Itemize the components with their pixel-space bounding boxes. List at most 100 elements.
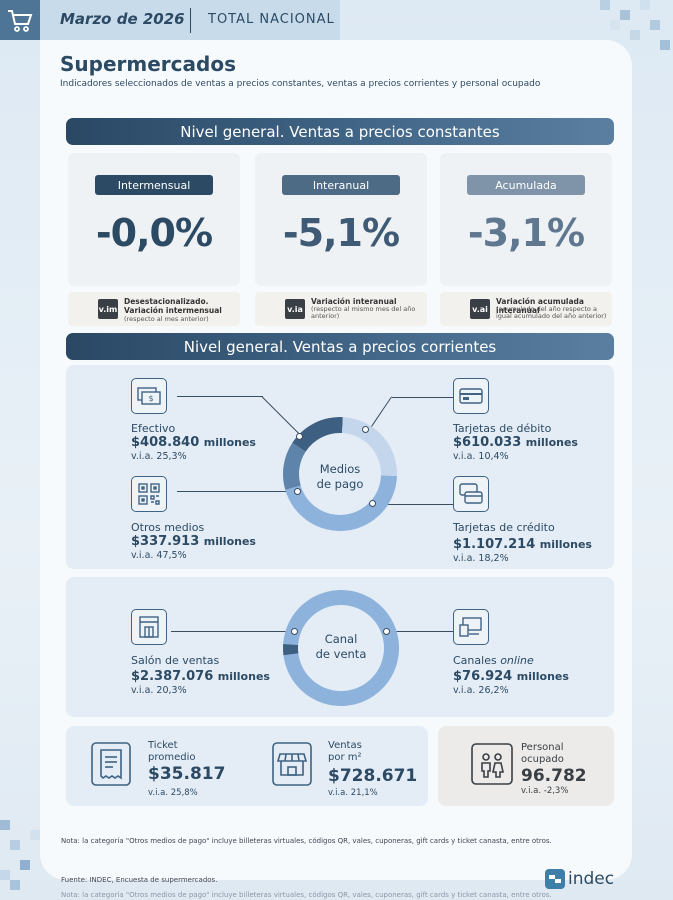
indec-logo-mark-icon: [545, 869, 565, 889]
kpi-description-acumulada: v.ai Variación acumulada interanual (acumu…: [440, 292, 612, 326]
ticket-and-sales-panel: [66, 726, 428, 806]
source-note: Fuente: INDEC, Encuesta de supermercados…: [61, 876, 218, 884]
credit-variation: v.i.a. 18,2%: [453, 553, 509, 564]
shopping-cart-icon: [0, 0, 40, 40]
connector-dot: [296, 433, 303, 440]
donut-center-line2: de pago: [316, 477, 364, 491]
kpi-badge: v.im: [98, 299, 118, 319]
kpi-description-interanual: v.ia Variación interanual (respecto al mis…: [255, 292, 427, 326]
kpi-card-intermensual: Intermensual -0,0%: [68, 153, 240, 286]
kpi-label: Acumulada: [467, 175, 585, 195]
footnote-echo: Nota: la categoría "Otros medios de pago…: [61, 891, 552, 899]
kpi-card-interanual: Interanual -5,1%: [255, 153, 427, 286]
other-methods-label: Otros medios: [131, 521, 205, 534]
kpi-value: -0,0%: [95, 211, 213, 255]
storefront-icon: [270, 742, 314, 786]
debit-variation: v.i.a. 10,4%: [453, 451, 509, 462]
connector-line: [177, 396, 263, 397]
kpi-badge: v.ai: [470, 299, 490, 319]
pixel-decoration-top-right: [560, 0, 673, 70]
kpi-description-subtitle: (respecto al mes anterior): [124, 315, 209, 323]
computer-screen-icon: [453, 609, 489, 645]
donut-slice: [283, 643, 299, 656]
donut-slice: [283, 442, 306, 490]
connector-dot: [294, 488, 301, 495]
other-methods-amount: $337.913 millones: [131, 534, 256, 549]
online-label: Canales online: [453, 654, 534, 667]
connector-line: [177, 491, 299, 492]
online-variation: v.i.a. 26,2%: [453, 685, 509, 696]
ticket-value: $35.817: [148, 764, 226, 784]
qr-code-icon: [131, 476, 167, 512]
donut-center-line1: Canal: [324, 632, 358, 646]
page-subtitle: Indicadores seleccionados de ventas a pr…: [60, 79, 541, 89]
cash-amount: $408.840 millones: [131, 435, 256, 450]
cash-variation: v.i.a. 25,3%: [131, 451, 187, 462]
connector-dot: [362, 426, 369, 433]
sales-channel-donut-chart: [283, 590, 399, 706]
kpi-badge: v.ia: [285, 299, 305, 319]
sales-m2-label: Ventas por m²: [328, 740, 362, 763]
kpi-description-subtitle: (respecto al mismo mes del año anterior): [311, 305, 416, 320]
connector-line: [386, 631, 454, 632]
donut-center-line1: Medios: [319, 462, 361, 476]
kpi-label: Intermensual: [95, 175, 213, 195]
header-divider: [190, 8, 191, 33]
ticket-variation: v.i.a. 25,8%: [148, 788, 198, 798]
indec-logo[interactable]: indec: [545, 869, 614, 889]
credit-amount: $1.107.214 millones: [453, 537, 592, 552]
connector-dot: [369, 500, 376, 507]
report-scope: TOTAL NACIONAL: [208, 12, 335, 27]
kpi-description-intermensual: v.im Desestacionalizado. Variación interm…: [68, 292, 240, 326]
receipt-icon: [89, 742, 133, 786]
donut-slice: [292, 417, 343, 452]
channel-donut-center: Canal de venta: [301, 632, 381, 662]
connector-line: [171, 631, 295, 632]
donut-slice: [285, 475, 397, 531]
kpi-description-subtitle: (acumulado del año respecto a igual acum…: [496, 305, 607, 320]
current-prices-banner: Nivel general. Ventas a precios corrient…: [66, 333, 614, 360]
donut-slice: [342, 417, 397, 476]
banknote-icon: $: [131, 378, 167, 414]
kpi-description-title: Variación interanual: [311, 297, 397, 306]
kpi-description-title: Variación acumulada interanual: [496, 297, 584, 315]
store-sales-label: Salón de ventas: [131, 654, 220, 667]
online-amount: $76.924 millones: [453, 669, 569, 684]
page-title: Supermercados: [60, 52, 236, 76]
indec-logo-text: indec: [568, 869, 615, 889]
staff-label: Personal ocupado: [521, 742, 564, 765]
debit-label: Tarjetas de débito: [453, 422, 552, 435]
payment-donut-chart: [283, 417, 397, 531]
connector-dot: [291, 628, 298, 635]
sales-m2-variation: v.i.a. 21,1%: [328, 788, 378, 798]
store-sales-variation: v.i.a. 20,3%: [131, 685, 187, 696]
people-icon: [470, 742, 514, 786]
report-date: Marzo de 2026: [60, 10, 185, 28]
debit-card-icon: [453, 378, 489, 414]
svg-text:$: $: [148, 394, 153, 403]
pixel-decoration-bottom-left: [0, 800, 60, 900]
store-sales-amount: $2.387.076 millones: [131, 669, 270, 684]
kpi-description-title: Desestacionalizado. Variación intermensu…: [124, 297, 222, 315]
connector-dot: [383, 628, 390, 635]
constant-prices-banner: Nivel general. Ventas a precios constant…: [66, 118, 614, 145]
credit-cards-icon: [453, 476, 489, 512]
header-bar: Marzo de 2026 TOTAL NACIONAL: [0, 0, 340, 40]
kpi-label: Interanual: [282, 175, 400, 195]
staff-panel: [438, 726, 614, 806]
staff-value: 96.782: [521, 766, 587, 786]
payment-donut-center: Medios de pago: [300, 462, 380, 492]
debit-amount: $610.033 millones: [453, 435, 578, 450]
footnote: Nota: la categoría "Otros medios de pago…: [61, 837, 552, 845]
kpi-value: -3,1%: [467, 211, 585, 255]
donut-center-line2: de venta: [315, 647, 367, 661]
kpi-value: -5,1%: [282, 211, 400, 255]
connector-line: [392, 397, 454, 398]
kpi-card-acumulada: Acumulada -3,1%: [440, 153, 612, 286]
sales-m2-value: $728.671: [328, 766, 418, 786]
cash-label: Efectivo: [131, 422, 176, 435]
connector-line: [374, 504, 454, 505]
staff-variation: v.i.a. -2,3%: [521, 786, 569, 796]
store-building-icon: [131, 609, 167, 645]
other-methods-variation: v.i.a. 47,5%: [131, 550, 187, 561]
